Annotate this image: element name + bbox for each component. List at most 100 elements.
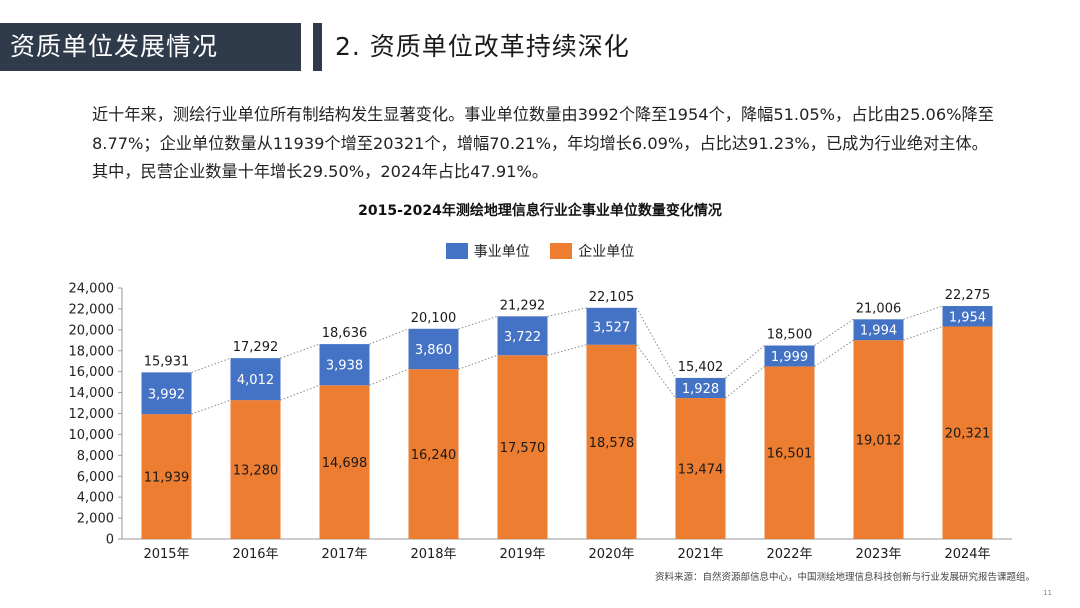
enterprise-value-label: 18,578: [589, 436, 635, 451]
y-tick-label: 12,000: [69, 407, 115, 422]
enterprise-connector-line: [369, 368, 409, 386]
y-tick-label: 2,000: [77, 512, 114, 527]
total-connector-line: [903, 305, 943, 320]
bar-public: [675, 377, 726, 399]
y-tick-label: 10,000: [69, 428, 115, 443]
x-tick-label: 2017年: [321, 547, 367, 562]
total-value-label: 22,275: [945, 288, 991, 303]
bar-enterprise: [675, 398, 726, 539]
y-tick-label: 16,000: [69, 365, 115, 380]
public-value-label: 3,527: [593, 320, 630, 335]
x-tick-label: 2019年: [499, 547, 545, 562]
bar-enterprise: [586, 344, 637, 539]
enterprise-value-label: 17,570: [500, 441, 546, 456]
total-value-label: 18,636: [322, 326, 368, 341]
chart-title: 2015-2024年测绘地理信息行业企事业单位数量变化情况: [358, 203, 722, 219]
page-number: 11: [1043, 589, 1052, 597]
x-tick-label: 2023年: [855, 547, 901, 562]
enterprise-connector-line: [191, 399, 231, 415]
enterprise-connector-line: [903, 326, 943, 341]
enterprise-value-label: 20,321: [945, 427, 991, 442]
enterprise-connector-line: [280, 384, 320, 401]
bar-public: [319, 344, 370, 386]
bar-public: [586, 307, 637, 345]
public-value-label: 3,992: [148, 387, 185, 402]
y-tick-label: 8,000: [77, 449, 114, 464]
legend-swatch-public: [445, 243, 468, 259]
bar-public: [764, 345, 815, 367]
public-value-label: 3,722: [504, 330, 541, 345]
x-tick-label: 2015年: [143, 547, 189, 562]
y-tick-label: 20,000: [69, 323, 115, 338]
bar-enterprise: [853, 340, 904, 539]
public-value-label: 3,938: [326, 359, 363, 374]
bar-public: [408, 328, 459, 370]
bar-enterprise: [408, 369, 459, 539]
bar-public: [942, 306, 993, 327]
page-title: 2. 资质单位改革持续深化: [335, 32, 630, 61]
legend-label-enterprise: 企业单位: [578, 244, 635, 260]
bar-public: [230, 358, 281, 401]
y-tick-label: 6,000: [77, 470, 114, 485]
enterprise-value-label: 16,501: [767, 447, 813, 462]
bar-enterprise: [319, 385, 370, 539]
section-title: 资质单位发展情况: [0, 23, 301, 71]
public-value-label: 1,954: [949, 310, 986, 325]
enterprise-value-label: 13,474: [678, 463, 724, 478]
x-tick-label: 2020年: [588, 547, 634, 562]
total-value-label: 21,006: [856, 301, 902, 316]
legend-swatch-enterprise: [550, 243, 573, 259]
total-connector-line: [547, 307, 587, 317]
enterprise-connector-line: [458, 354, 498, 370]
enterprise-connector-line: [814, 339, 854, 367]
bar-public: [141, 372, 192, 415]
enterprise-value-label: 11,939: [144, 471, 190, 486]
bar-enterprise: [230, 400, 281, 539]
total-connector-line: [636, 307, 676, 379]
total-connector-line: [814, 318, 854, 346]
x-tick-label: 2022年: [766, 547, 812, 562]
y-tick-label: 14,000: [69, 386, 115, 401]
bar-public: [497, 316, 548, 356]
enterprise-value-label: 13,280: [233, 464, 279, 479]
total-connector-line: [280, 343, 320, 359]
enterprise-connector-line: [636, 344, 676, 399]
x-tick-label: 2018年: [410, 547, 456, 562]
total-value-label: 15,931: [144, 354, 190, 369]
bar-enterprise: [141, 414, 192, 539]
bar-enterprise: [764, 366, 815, 539]
enterprise-value-label: 14,698: [322, 456, 368, 471]
y-tick-label: 24,000: [69, 282, 115, 297]
public-value-label: 3,860: [415, 343, 452, 358]
legend-item-public: 事业单位: [445, 241, 530, 261]
enterprise-value-label: 19,012: [856, 434, 902, 449]
total-value-label: 21,292: [500, 298, 546, 313]
x-tick-label: 2016年: [232, 547, 278, 562]
legend-label-public: 事业单位: [473, 244, 530, 260]
total-value-label: 20,100: [411, 311, 457, 326]
public-value-label: 1,928: [682, 382, 719, 397]
enterprise-value-label: 16,240: [411, 448, 457, 463]
legend-item-enterprise: 企业单位: [550, 241, 634, 261]
total-connector-line: [725, 345, 765, 379]
total-connector-line: [458, 315, 498, 330]
x-tick-label: 2021年: [677, 547, 723, 562]
public-value-label: 1,994: [860, 324, 897, 339]
bar-enterprise: [497, 355, 548, 539]
total-value-label: 15,402: [678, 360, 724, 375]
enterprise-connector-line: [547, 344, 587, 356]
y-tick-label: 22,000: [69, 302, 115, 317]
public-value-label: 1,999: [771, 350, 808, 365]
public-value-label: 4,012: [237, 373, 274, 388]
total-value-label: 17,292: [233, 340, 279, 355]
source-note: 资料来源：自然资源部信息中心，中国测绘地理信息科技创新与行业发展研究报告课题组。: [654, 572, 1035, 583]
total-value-label: 22,105: [589, 290, 635, 305]
intro-paragraph: 近十年来，测绘行业单位所有制结构发生显著变化。事业单位数量由3992个降至195…: [92, 105, 994, 181]
y-tick-label: 18,000: [69, 344, 115, 359]
chart-legend: 事业单位 企业单位: [0, 241, 1080, 261]
x-tick-label: 2024年: [944, 547, 990, 562]
bar-enterprise: [942, 326, 993, 539]
total-connector-line: [369, 328, 409, 345]
total-connector-line: [191, 357, 231, 373]
